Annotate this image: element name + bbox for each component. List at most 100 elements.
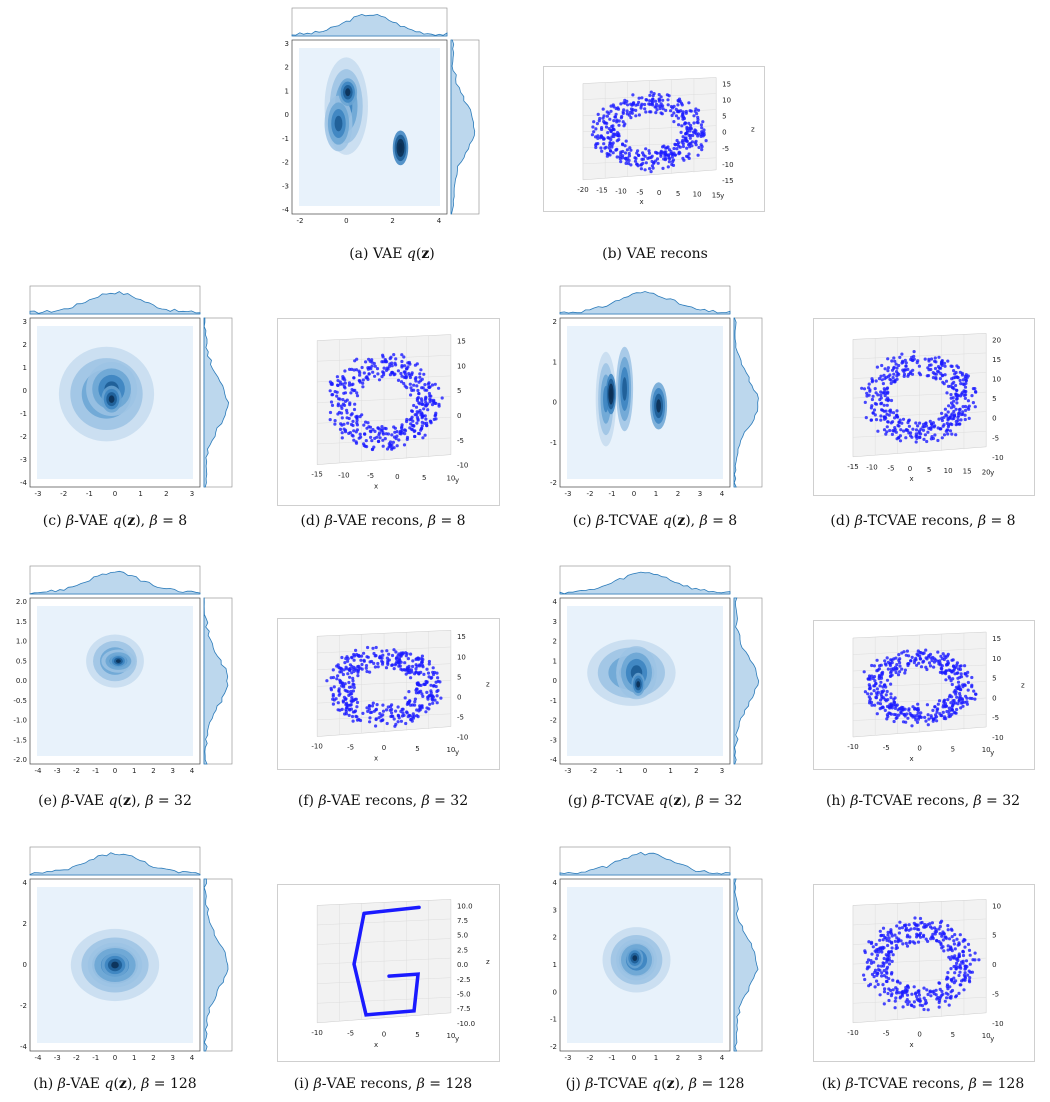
scatter-point (349, 699, 353, 703)
x-tick-label: 5 (422, 474, 426, 482)
scatter-point (879, 374, 883, 378)
scatter-point (942, 382, 946, 386)
x-tick-label: -2 (587, 1054, 594, 1062)
scatter-point (961, 405, 965, 409)
scatter-point (963, 374, 967, 378)
scatter-point (420, 424, 424, 428)
scatter-point (886, 391, 890, 395)
scatter-point (923, 715, 927, 719)
scatter-point (415, 681, 419, 685)
scatter-point (405, 417, 409, 422)
scatter-point (895, 924, 899, 928)
scatter-point (892, 719, 896, 724)
scatter-point (877, 675, 881, 679)
scatter-point (636, 103, 640, 107)
caption-beta: , β = 128 (680, 1076, 745, 1092)
scatter-point (644, 147, 648, 151)
scatter-point (390, 447, 394, 451)
scatter-point (404, 374, 408, 378)
z-axis-label: z (486, 958, 490, 966)
scatter-point (385, 721, 389, 726)
scatter-point (955, 695, 959, 699)
scatter-point (681, 144, 685, 149)
scatter-point (869, 406, 873, 410)
scatter-point (629, 102, 633, 106)
scatter-point (430, 403, 435, 407)
scatter-point (677, 152, 681, 156)
scatter-point (352, 368, 356, 372)
caption-beta: , β = 128 (132, 1076, 197, 1092)
scatter-point (343, 369, 347, 373)
z-tick-label: 10 (992, 376, 1001, 384)
scatter-point (370, 360, 374, 364)
scatter-point (958, 691, 962, 696)
scatter-point (676, 116, 680, 120)
scatter-point (916, 702, 920, 706)
scatter-point (885, 958, 889, 962)
scatter-point (674, 114, 678, 118)
scatter-point (933, 433, 937, 437)
scatter-point (862, 387, 867, 391)
scatter-point (966, 680, 970, 685)
scatter-point (901, 1005, 905, 1009)
scatter-point (371, 646, 375, 650)
scatter-point (907, 654, 911, 658)
scatter-point (420, 692, 424, 696)
scatter-point (876, 982, 880, 987)
scatter-point (396, 720, 400, 724)
scatter-point (930, 926, 934, 930)
scatter-point (922, 933, 926, 937)
x-tick-label: -2 (73, 1054, 80, 1062)
scatter-point (653, 99, 658, 103)
scatter-point (437, 386, 441, 390)
scatter-point (949, 393, 953, 397)
scatter-point (424, 395, 428, 399)
scatter-point (348, 431, 352, 435)
scatter-point (684, 111, 688, 115)
x-tick-label: 10 (446, 1032, 455, 1040)
scatter-point (950, 669, 954, 674)
x-tick-label: -5 (367, 472, 374, 480)
scatter-point (923, 433, 927, 437)
z-tick-label: -10 (992, 454, 1003, 462)
scatter-point (599, 134, 603, 138)
scatter-point (436, 679, 440, 683)
scatter-point (627, 151, 631, 156)
scatter-point (964, 381, 968, 385)
scatter-point (338, 670, 342, 674)
y-axis-label: y (455, 749, 459, 757)
scatter-point (874, 682, 878, 686)
scatter-point (938, 377, 942, 381)
scatter-point (592, 130, 596, 134)
scatter-point (926, 923, 930, 927)
scatter-point (943, 364, 947, 368)
scatter-point (883, 662, 887, 666)
scatter-point (906, 716, 910, 720)
scatter-point (885, 678, 890, 682)
scatter-point (943, 373, 947, 377)
scatter-point (915, 708, 919, 712)
scatter-point (904, 928, 908, 932)
scatter-point (973, 958, 977, 962)
scatter-point (925, 988, 929, 992)
y-tick-label: -1 (550, 1016, 557, 1024)
scatter-point (656, 161, 660, 165)
z-tick-label: 10.0 (457, 902, 473, 910)
scatter-point (883, 367, 887, 371)
scatter-point (951, 396, 955, 400)
scatter-point (412, 424, 416, 428)
scatter-point (946, 425, 950, 429)
scatter-point (426, 382, 430, 386)
scatter-point (654, 150, 658, 154)
scatter-point (898, 355, 902, 359)
x-tick-label: -4 (35, 1054, 43, 1062)
scatter-point (374, 717, 378, 721)
scatter-point (352, 652, 356, 657)
scatter-point (866, 958, 871, 962)
scatter-point (372, 661, 376, 665)
scatter-point (341, 672, 345, 677)
scatter-point (353, 709, 358, 713)
scatter-point (933, 932, 937, 936)
z-tick-label: -5 (457, 713, 464, 721)
scatter-point (675, 138, 679, 143)
